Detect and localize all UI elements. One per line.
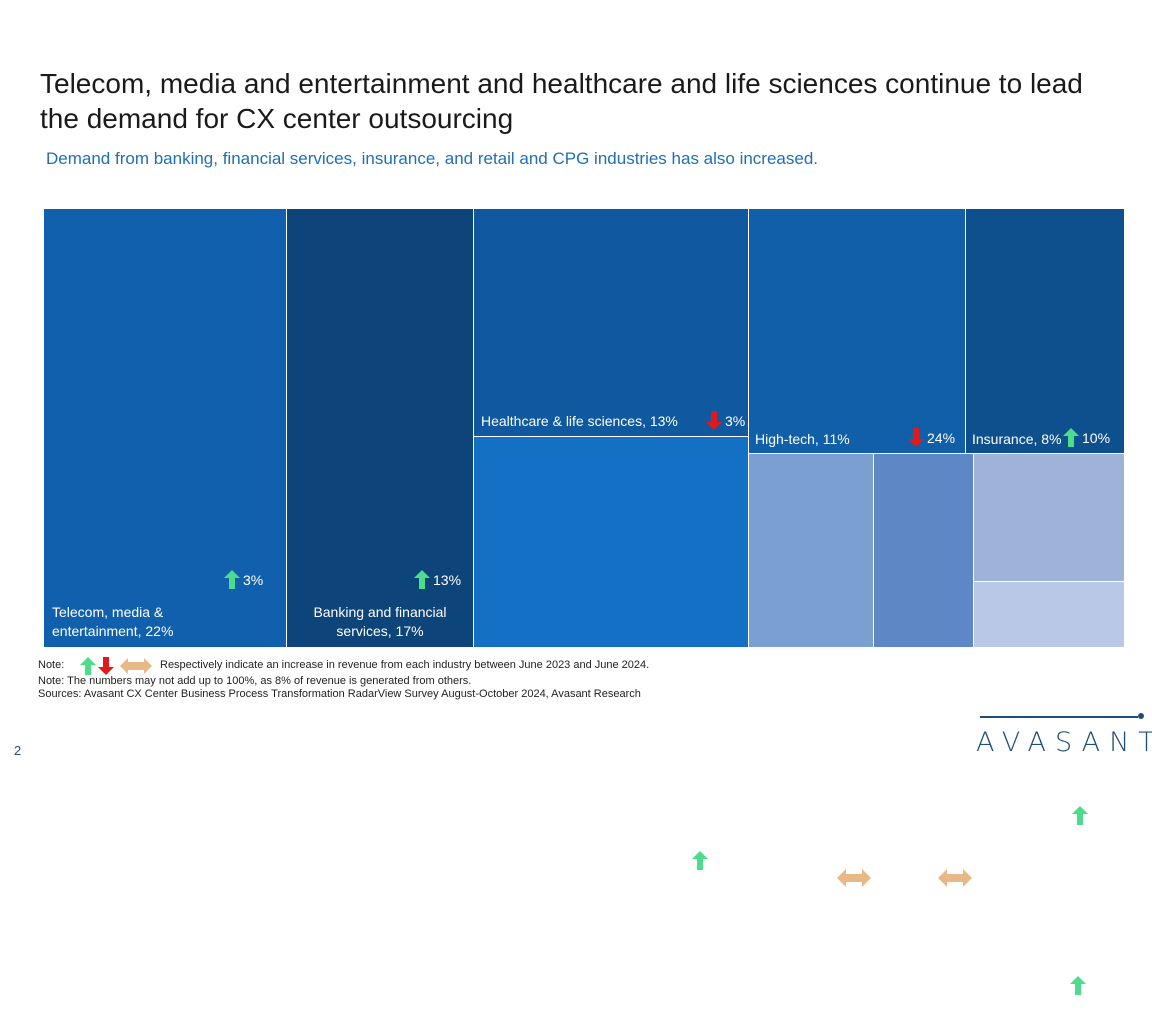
treemap-tile: Manufacturi ng, 4%	[874, 454, 973, 887]
tile-label: Government, 2%	[980, 997, 1086, 1013]
change-value: 3%	[243, 571, 264, 588]
change-value: 7%	[1089, 977, 1110, 994]
logo-dot	[1138, 713, 1144, 719]
change-indicator: 10%	[1063, 428, 1110, 447]
change-value: 10%	[1082, 429, 1111, 446]
double-arrow-icon	[938, 869, 972, 887]
change-value: 24%	[927, 429, 956, 446]
up-arrow-icon	[224, 570, 240, 589]
note-two: Note: The numbers may not add up to 100%…	[38, 675, 472, 687]
page-subtitle: Demand from banking, financial services,…	[46, 149, 819, 168]
treemap-tile: Retail & CPG, 12% 4%	[474, 437, 748, 870]
double-arrow-icon	[120, 657, 152, 674]
up-arrow-icon	[80, 656, 96, 675]
legend-prefix: Note:	[38, 659, 65, 671]
tile-label: High-tech, 11%	[755, 431, 850, 447]
tile-label: Banking and financial services, 17%	[313, 604, 447, 639]
treemap-tile: Insurance, 8% 10%	[966, 209, 1124, 453]
treemap-tile: Utilities & resources, 4% 13%	[974, 454, 1124, 825]
down-arrow-icon	[706, 411, 722, 430]
page-number: 2	[14, 743, 22, 758]
change-indicator: 3%	[224, 570, 263, 589]
avasant-logo: AVASANT	[976, 727, 1152, 758]
change-indicator: 4%	[692, 851, 731, 870]
up-arrow-icon	[1063, 428, 1079, 447]
treemap-tile: High-tech, 11% 24%	[749, 209, 965, 453]
up-arrow-icon	[1070, 976, 1086, 995]
change-value: 4%	[711, 852, 732, 869]
treemap-tile: Banking and financial services, 17% 13%	[287, 209, 473, 647]
treemap-tile: Travel & transportation, 5%	[749, 454, 873, 887]
up-arrow-icon	[1072, 806, 1088, 825]
treemap-tile: Telecom, media & entertainment, 22% 3%	[44, 209, 286, 647]
change-indicator	[837, 868, 871, 888]
change-indicator: 7%	[1070, 976, 1109, 995]
down-arrow-icon	[908, 428, 924, 447]
change-indicator	[938, 868, 972, 888]
page-title: Telecom, media and entertainment and hea…	[40, 68, 1083, 134]
notes: Note: Respectively indicate an increase …	[38, 656, 650, 702]
change-value: 13%	[1091, 807, 1120, 824]
tile-label: Telecom, media & entertainment, 22%	[52, 604, 174, 639]
tile-label: Healthcare & life sciences, 13%	[481, 413, 678, 429]
logo-line	[980, 716, 1138, 718]
up-arrow-icon	[414, 570, 430, 589]
change-value: 3%	[725, 412, 746, 429]
legend-row: Note: Respectively indicate an increase …	[38, 656, 650, 675]
change-indicator: 24%	[908, 428, 955, 447]
up-arrow-icon	[692, 851, 708, 870]
tile-label: Retail & CPG, 12%	[480, 852, 600, 868]
sources: Sources: Avasant CX Center Business Proc…	[38, 688, 641, 700]
change-indicator: 13%	[1072, 806, 1119, 825]
down-arrow-icon	[98, 656, 114, 675]
legend-text: Respectively indicate an increase in rev…	[160, 659, 650, 671]
treemap-tile: Government, 2% 7%	[974, 582, 1124, 1013]
change-indicator: 13%	[414, 570, 461, 589]
tile-label: Insurance, 8%	[972, 431, 1062, 447]
double-arrow-icon	[837, 869, 871, 887]
change-indicator: 3%	[706, 411, 745, 430]
change-value: 13%	[433, 571, 462, 588]
treemap-tile: Healthcare & life sciences, 13% 3%	[474, 209, 748, 436]
